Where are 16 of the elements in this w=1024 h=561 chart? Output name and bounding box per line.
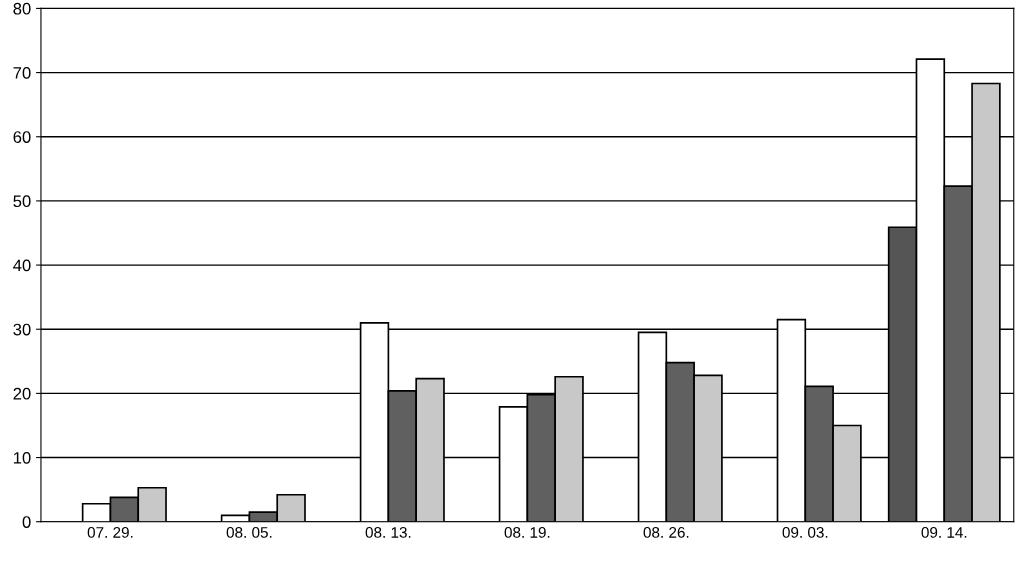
y-tick-label: 10	[13, 451, 31, 464]
y-tick-label: 0	[22, 516, 31, 528]
y-tick-label: 60	[13, 131, 31, 143]
y-tick-label: 40	[13, 259, 31, 272]
x-tick-label: 09. 14.	[921, 526, 967, 538]
x-tick-label: 09. 03.	[782, 526, 828, 538]
x-tick-label: 08. 19.	[504, 526, 550, 538]
x-tick-label: 07. 29.	[87, 526, 133, 538]
y-tick-label: 30	[13, 323, 31, 336]
x-tick-label: 08. 13.	[365, 526, 411, 538]
y-tick-label: 70	[13, 66, 31, 79]
y-tick-label: 80	[13, 2, 31, 15]
x-tick-label: 08. 26.	[643, 526, 689, 538]
x-tick-label: 08. 05.	[226, 526, 272, 538]
y-tick-label: 50	[13, 195, 31, 208]
y-tick-label: 20	[13, 387, 31, 400]
